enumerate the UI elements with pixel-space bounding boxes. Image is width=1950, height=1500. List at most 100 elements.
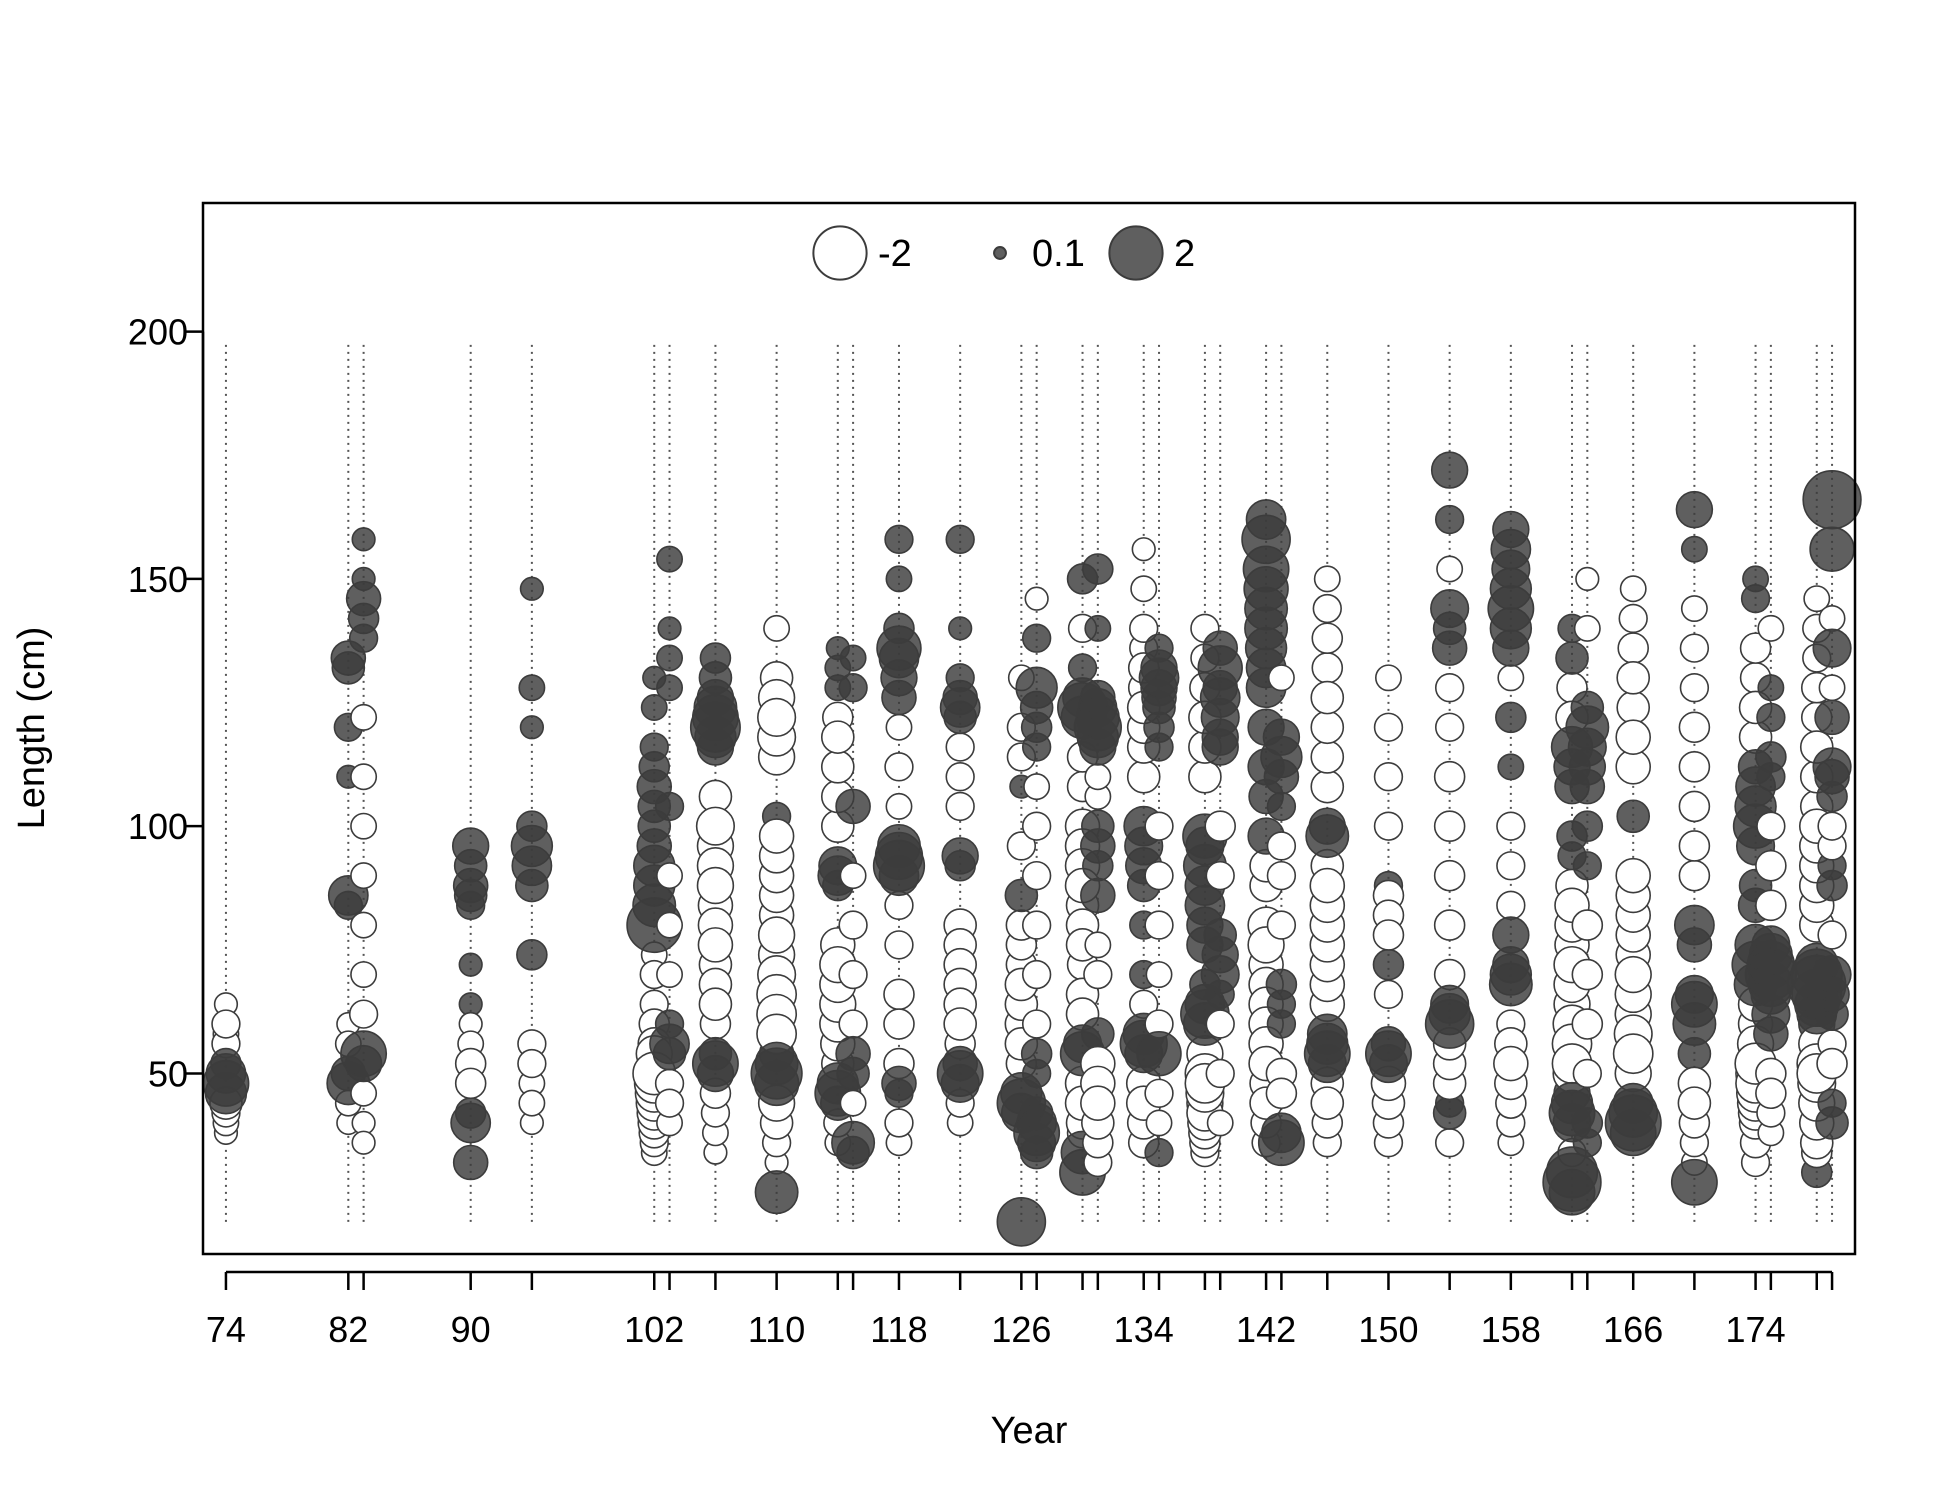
- negative-residual-bubble: [1084, 931, 1112, 959]
- x-tick-label: 174: [1726, 1309, 1786, 1350]
- negative-residual-bubble: [838, 1009, 868, 1039]
- positive-residual-bubble: [996, 1197, 1047, 1247]
- positive-residual-bubble: [340, 1030, 388, 1078]
- negative-residual-bubble: [211, 1009, 241, 1039]
- negative-residual-bubble: [1145, 1109, 1173, 1137]
- x-axis-title: Year: [991, 1410, 1068, 1452]
- negative-residual-bubble: [1755, 1077, 1787, 1110]
- negative-residual-bubble: [1021, 1009, 1052, 1039]
- negative-residual-bubble: [656, 862, 684, 890]
- positive-residual-bubble: [649, 1023, 690, 1065]
- negative-residual-bubble: [1084, 763, 1112, 791]
- negative-residual-bubble: [1129, 613, 1159, 644]
- negative-residual-bubble: [1188, 759, 1222, 794]
- negative-residual-bubble: [1312, 593, 1342, 624]
- y-tick-label: 50: [148, 1053, 188, 1094]
- negative-residual-bubble: [945, 732, 975, 762]
- positive-residual-bubble: [1081, 1017, 1115, 1051]
- negative-residual-bubble: [1573, 614, 1601, 642]
- negative-residual-bubble: [1266, 831, 1297, 861]
- negative-residual-bubble: [884, 1108, 914, 1138]
- positive-residual-bubble: [518, 674, 546, 702]
- positive-residual-bubble: [939, 687, 981, 728]
- x-tick-label: 166: [1603, 1309, 1663, 1350]
- negative-residual-bubble: [838, 910, 868, 940]
- negative-residual-bubble: [1373, 979, 1404, 1010]
- positive-residual-bubble: [1571, 1107, 1604, 1139]
- negative-residual-bubble: [695, 806, 736, 846]
- negative-residual-bubble: [1680, 595, 1708, 623]
- negative-residual-bubble: [1313, 565, 1341, 593]
- positive-residual-bubble: [640, 694, 668, 721]
- negative-residual-bubble: [758, 818, 795, 854]
- negative-residual-bubble: [1615, 719, 1652, 755]
- positive-residual-bubble: [1080, 877, 1116, 914]
- negative-residual-bubble: [1757, 614, 1785, 642]
- positive-residual-bubble: [1809, 526, 1855, 572]
- negative-residual-bubble: [1144, 910, 1174, 940]
- negative-residual-bubble: [1373, 811, 1404, 841]
- negative-residual-bubble: [1080, 1085, 1116, 1121]
- negative-residual-bubble: [1679, 633, 1710, 663]
- x-tick-label: 126: [991, 1309, 1051, 1350]
- negative-residual-bubble: [943, 1007, 977, 1041]
- negative-residual-bubble: [839, 1089, 867, 1117]
- positive-residual-bubble: [1571, 810, 1604, 842]
- negative-residual-bubble: [1434, 712, 1465, 742]
- negative-residual-bubble: [1021, 811, 1052, 841]
- positive-residual-bubble: [1020, 1037, 1053, 1070]
- negative-residual-bubble: [1144, 1078, 1174, 1108]
- positive-residual-bubble: [838, 673, 868, 703]
- positive-residual-bubble: [1755, 741, 1787, 773]
- positive-residual-bubble: [656, 644, 684, 672]
- negative-residual-bubble: [698, 987, 733, 1022]
- positive-residual-bubble: [1136, 1030, 1182, 1077]
- negative-residual-bubble: [1816, 1047, 1848, 1080]
- positive-residual-bubble: [452, 1144, 489, 1181]
- positive-residual-bubble: [839, 644, 867, 672]
- negative-residual-bubble: [1373, 762, 1404, 792]
- x-tick-label: 142: [1236, 1309, 1296, 1350]
- negative-residual-bubble: [820, 750, 855, 784]
- negative-residual-bubble: [454, 1067, 487, 1100]
- positive-residual-bubble: [654, 791, 685, 822]
- negative-residual-bubble: [763, 614, 791, 642]
- negative-residual-bubble: [696, 866, 735, 905]
- negative-residual-bubble: [348, 999, 379, 1029]
- negative-residual-bubble: [1571, 909, 1604, 941]
- positive-residual-bubble: [1021, 623, 1052, 653]
- negative-residual-bubble: [1755, 889, 1787, 922]
- positive-residual-bubble: [1542, 1152, 1602, 1212]
- positive-residual-bubble: [941, 837, 979, 875]
- negative-residual-bubble: [1618, 603, 1648, 634]
- positive-residual-bubble: [1138, 657, 1180, 699]
- positive-residual-bubble: [1372, 948, 1405, 981]
- x-tick-label: 150: [1358, 1309, 1418, 1350]
- negative-residual-bubble: [1311, 622, 1344, 655]
- positive-residual-bubble: [1266, 791, 1297, 822]
- negative-residual-bubble: [1021, 910, 1052, 940]
- positive-residual-bubble: [1260, 735, 1303, 779]
- positive-residual-bubble: [1013, 1109, 1061, 1157]
- negative-residual-bubble: [1496, 811, 1526, 841]
- negative-residual-bubble: [1817, 920, 1847, 950]
- positive-residual-bubble: [1084, 614, 1112, 642]
- positive-residual-bubble: [1604, 1094, 1662, 1152]
- negative-residual-bubble: [1612, 1033, 1654, 1075]
- negative-residual-bubble: [517, 1048, 547, 1079]
- negative-residual-bubble: [1496, 890, 1526, 920]
- x-tick-label: 90: [451, 1309, 491, 1350]
- positive-residual-bubble: [945, 524, 975, 555]
- negative-residual-bubble: [1739, 632, 1772, 664]
- positive-residual-bubble: [1241, 514, 1291, 565]
- negative-residual-bubble: [697, 927, 734, 963]
- positive-residual-bubble: [519, 576, 545, 601]
- negative-residual-bubble: [1310, 680, 1345, 715]
- legend: -2 0.1 2: [812, 225, 1195, 281]
- positive-residual-bubble: [656, 545, 684, 573]
- positive-residual-bubble: [936, 1050, 984, 1097]
- negative-residual-bubble: [1024, 586, 1049, 611]
- negative-residual-bubble: [350, 862, 378, 890]
- negative-residual-bubble: [1678, 859, 1711, 892]
- negative-residual-bubble: [1267, 664, 1295, 692]
